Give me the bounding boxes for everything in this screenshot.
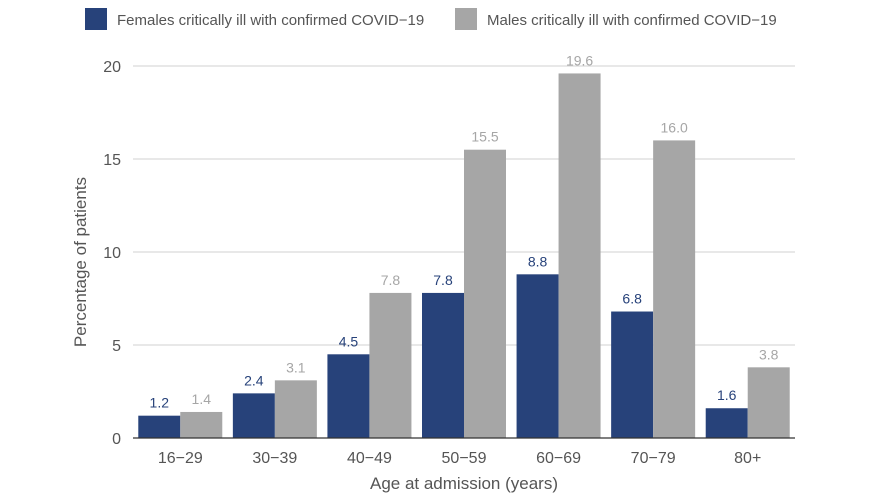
data-label-females: 6.8: [622, 291, 642, 307]
y-tick-labels: 0 5 10 15 20: [103, 59, 121, 448]
data-label-females: 2.4: [244, 372, 264, 388]
data-label-females: 4.5: [339, 333, 359, 349]
bar-females: [138, 415, 181, 438]
x-tick-label: 30−39: [252, 450, 297, 467]
bar-males: [180, 411, 223, 438]
data-label-females: 7.8: [433, 272, 453, 288]
data-label-males: 15.5: [471, 129, 498, 145]
bar-males: [369, 292, 412, 438]
bar-males: [653, 140, 696, 438]
bar-males: [558, 73, 601, 438]
legend: Females critically ill with confirmed CO…: [85, 8, 777, 30]
bar-females: [516, 274, 559, 438]
bar-males: [464, 149, 506, 438]
x-tick-labels: 16−29 30−39 40−49 50−59 60−69 70−79 80+: [158, 450, 761, 467]
y-tick-label: 0: [112, 431, 121, 448]
legend-swatch-females: [85, 8, 107, 30]
x-tick-label: 80+: [734, 450, 761, 467]
data-label-females: 8.8: [528, 253, 548, 269]
bar-females: [422, 292, 464, 438]
x-tick-label: 70−79: [631, 450, 676, 467]
bar-males: [747, 367, 790, 438]
x-tick-label: 50−59: [442, 450, 487, 467]
bar-males: [274, 380, 317, 438]
legend-swatch-males: [455, 8, 477, 30]
legend-label-females: Females critically ill with confirmed CO…: [117, 12, 424, 29]
data-label-females: 1.6: [717, 387, 737, 403]
data-label-males: 1.4: [192, 391, 212, 407]
legend-label-males: Males critically ill with confirmed COVI…: [487, 12, 777, 29]
data-labels-group: 1.2 1.4 2.4 3.1 4.5 7.8 7.8 15.5 8.8 19.6 6.8 16.0 1…: [150, 52, 779, 410]
bars-group: [138, 73, 790, 438]
x-tick-label: 16−29: [158, 450, 203, 467]
y-axis-title: Percentage of patients: [71, 177, 90, 347]
bar-females: [232, 393, 275, 438]
bar-females: [705, 408, 748, 438]
y-tick-label: 20: [103, 59, 121, 76]
y-tick-label: 10: [103, 245, 121, 262]
data-label-males: 19.6: [566, 52, 593, 68]
y-tick-label: 5: [112, 338, 121, 355]
bar-females: [611, 311, 654, 438]
data-label-females: 1.2: [150, 395, 170, 411]
y-tick-label: 15: [103, 152, 121, 169]
x-tick-label: 60−69: [536, 450, 581, 467]
x-tick-label: 40−49: [347, 450, 392, 467]
data-label-males: 16.0: [661, 119, 688, 135]
bar-females: [327, 354, 370, 438]
data-label-males: 3.1: [286, 359, 306, 375]
data-label-males: 7.8: [381, 272, 401, 288]
x-axis-title: Age at admission (years): [370, 474, 558, 493]
data-label-males: 3.8: [759, 346, 779, 362]
